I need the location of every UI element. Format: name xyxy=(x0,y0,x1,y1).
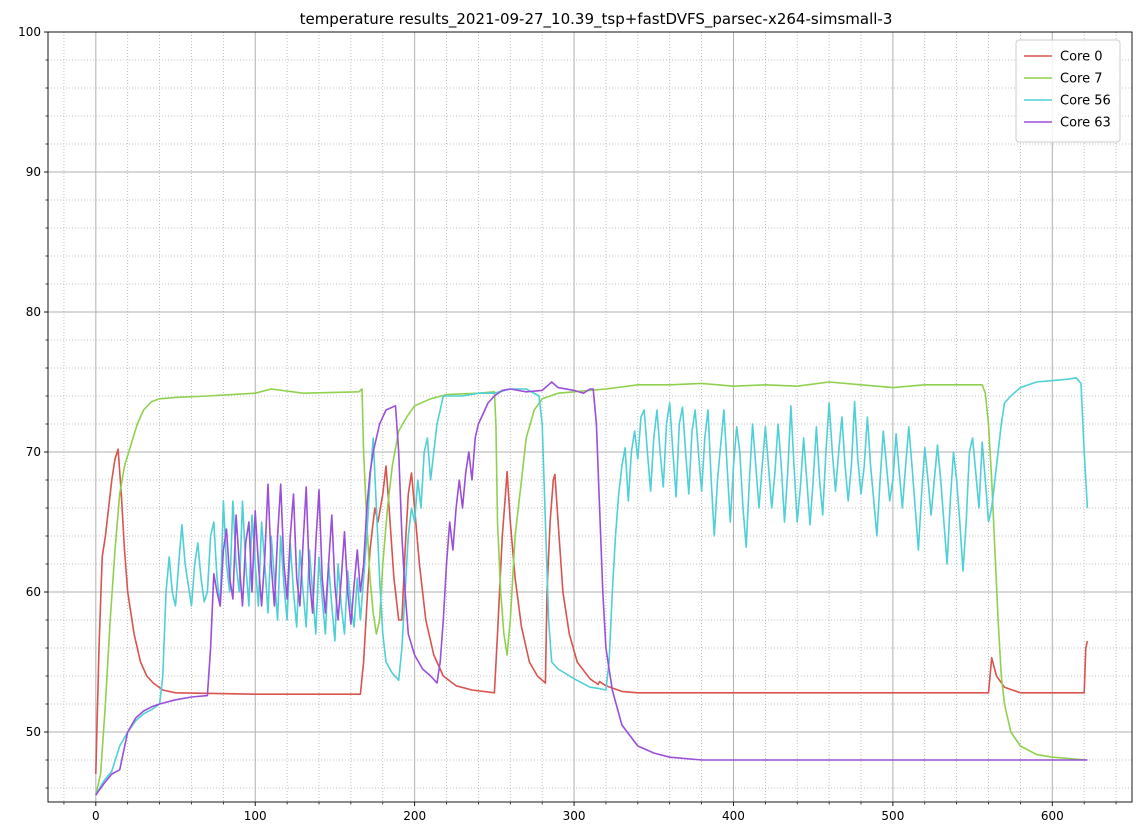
y-tick-label: 50 xyxy=(26,725,41,739)
series-line-core-56 xyxy=(95,376,1089,796)
legend-label: Core 7 xyxy=(1060,72,1103,87)
x-tick-label: 400 xyxy=(722,809,745,823)
series-line-core-0 xyxy=(95,448,1089,775)
x-tick-label: 0 xyxy=(92,809,100,823)
series-line-core-63 xyxy=(95,381,1088,796)
plot-frame xyxy=(47,31,1133,803)
x-tick-label: 200 xyxy=(403,809,426,823)
x-tick-label: 500 xyxy=(881,809,904,823)
x-tick-label: 600 xyxy=(1041,809,1064,823)
x-tick-label: 300 xyxy=(563,809,586,823)
legend-box xyxy=(1015,39,1121,143)
y-tick-label: 70 xyxy=(26,445,41,459)
x-tick-label: 100 xyxy=(244,809,267,823)
y-tick-label: 80 xyxy=(26,305,41,319)
legend-label: Core 63 xyxy=(1060,116,1111,131)
y-tick-label: 90 xyxy=(26,165,41,179)
legend: Core 0 Core 7 Core 56 Core 63 xyxy=(1015,39,1121,143)
axis-ticks: 0 100 200 300 400 500 600 50 60 70 80 90 100 xyxy=(18,25,1117,823)
series-layer xyxy=(95,376,1089,796)
chart-title: temperature results_2021-09-27_10.39_tsp… xyxy=(300,10,893,29)
legend-label: Core 56 xyxy=(1060,94,1111,109)
y-tick-label: 100 xyxy=(18,25,41,39)
y-tick-label: 60 xyxy=(26,585,41,599)
legend-label: Core 0 xyxy=(1060,50,1103,65)
series-line-core-7 xyxy=(95,381,1088,796)
